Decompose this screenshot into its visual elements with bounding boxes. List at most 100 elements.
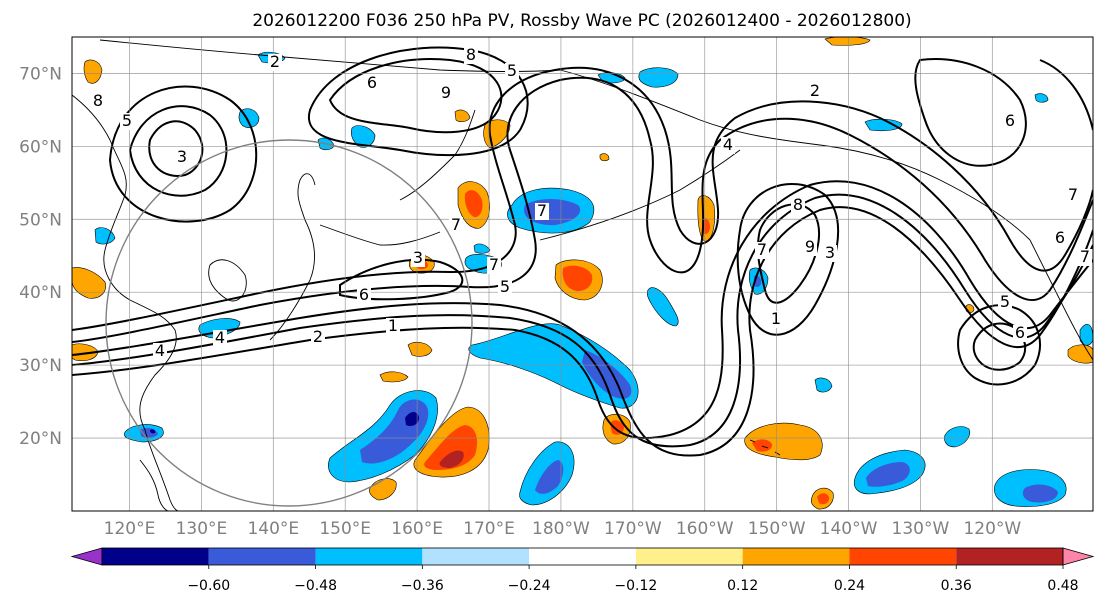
contour-value-label: 1 <box>771 309 781 328</box>
contour-label-bg <box>357 287 371 304</box>
contour-label-bg <box>755 242 769 259</box>
colorbar-tick-label: 0.48 <box>1047 578 1078 594</box>
contour-label-bg <box>449 217 463 234</box>
contour-value-label: 5 <box>500 277 510 296</box>
contour-value-label: 4 <box>155 341 165 360</box>
positive-anomaly-region <box>379 371 409 383</box>
contour-value-label: 6 <box>1015 323 1025 342</box>
positive-anomaly-region <box>407 341 433 357</box>
contour-label-bg <box>791 197 805 214</box>
lon-label: 160°W <box>676 519 734 539</box>
positive-anomaly-region <box>424 425 478 470</box>
negative-anomaly-region <box>814 377 833 393</box>
positive-anomaly-region <box>83 59 103 84</box>
contour-label-bg <box>386 318 400 335</box>
contour-line <box>1039 59 1093 131</box>
contour-label-bg <box>1078 249 1092 266</box>
lon-label: 140°W <box>820 519 878 539</box>
negative-anomaly-region <box>535 460 564 494</box>
contour-label-bg <box>439 85 453 102</box>
colorbar-tick-label: −0.24 <box>508 578 551 594</box>
pv-anomaly-shading <box>72 37 1093 510</box>
latitude-labels: 70°N 60°N 50°N 40°N 30°N 20°N <box>19 64 62 449</box>
contour-label-bg <box>311 329 325 346</box>
contour-value-label: 6 <box>1005 111 1015 130</box>
lat-label: 40°N <box>19 283 62 303</box>
positive-anomaly-region <box>464 190 483 218</box>
negative-anomaly-region <box>468 323 639 409</box>
lon-label: 170°W <box>604 519 662 539</box>
negative-anomaly-region <box>473 243 491 254</box>
lon-label: 130°E <box>176 519 228 539</box>
lon-label: 150°E <box>319 519 371 539</box>
contour-label-bg <box>120 113 134 130</box>
negative-anomaly-region <box>1022 484 1058 503</box>
contour-label-bg <box>1053 230 1067 247</box>
lon-label: 130°W <box>892 519 950 539</box>
contour-value-label: 9 <box>805 237 815 256</box>
contour-value-label: 7 <box>537 201 547 220</box>
contour-label-bg <box>268 54 282 71</box>
contour-value-label: 7 <box>757 240 767 259</box>
negative-anomaly-region <box>405 412 419 427</box>
contour-value-label: 6 <box>359 285 369 304</box>
lat-label: 20°N <box>19 429 62 449</box>
contour-label-bg <box>535 203 549 220</box>
colorbar-min-extension <box>70 547 103 566</box>
aleutian-islands <box>539 149 741 241</box>
lon-label: 120°W <box>963 519 1021 539</box>
map-frame <box>71 36 1094 512</box>
lat-label: 50°N <box>19 210 62 230</box>
contour-label-bg <box>803 239 817 256</box>
contour-value-label: 1 <box>388 316 398 335</box>
colorbar-segment <box>635 548 743 565</box>
contour-value-label: 7 <box>489 255 499 274</box>
colorbar-segment <box>956 548 1063 565</box>
kuril-islands <box>319 224 441 246</box>
colorbar-tick-label: −0.48 <box>294 578 337 594</box>
contour-line <box>339 258 464 301</box>
contour-label-bg <box>213 330 227 347</box>
negative-anomaly-region <box>944 426 970 448</box>
negative-anomaly-region <box>864 118 903 132</box>
colorbar-tick-label: 0.12 <box>727 578 758 594</box>
colorbar-segment <box>208 548 316 565</box>
contour-value-label: 5 <box>507 61 517 80</box>
colorbar-tick-label: −0.60 <box>187 578 230 594</box>
reference-circle <box>105 139 473 507</box>
lon-label: 170°E <box>463 519 515 539</box>
contour-label-bg <box>1003 113 1017 130</box>
contour-line <box>108 85 258 223</box>
alaska-coastline <box>559 69 1031 241</box>
colorbar-frame <box>101 547 1064 566</box>
contour-value-label: 8 <box>466 45 476 64</box>
contour-label-bg <box>365 75 379 92</box>
lat-label: 30°N <box>19 356 62 376</box>
hawaii-islands <box>749 439 781 456</box>
figure-title: 2026012200 F036 250 hPa PV, Rossby Wave … <box>252 11 911 31</box>
positive-anomaly-region <box>752 439 773 452</box>
contour-value-label: 3 <box>177 147 187 166</box>
contour-value-label: 3 <box>825 243 835 262</box>
colorbar-segment <box>422 548 530 565</box>
contour-line <box>72 206 1093 457</box>
contour-line <box>328 58 503 134</box>
negative-anomaly-region <box>638 67 679 88</box>
positive-anomaly-region <box>72 267 106 299</box>
contour-value-label: 7 <box>451 215 461 234</box>
japan-coastline <box>269 173 316 341</box>
colorbar-tick-label: −0.36 <box>401 578 444 594</box>
contour-value-label: 6 <box>1055 228 1065 247</box>
coastlines <box>72 39 1093 511</box>
contour-label-bg <box>464 47 478 64</box>
contour-value-label: 6 <box>367 73 377 92</box>
lon-label: 120°E <box>104 519 156 539</box>
lon-label: 180°W <box>532 519 590 539</box>
contour-value-label: 4 <box>723 135 733 154</box>
contour-label-bg <box>823 245 837 262</box>
longitude-labels: 120°E 130°E 140°E 150°E 160°E 170°E 180°W 170°W… <box>104 519 1022 539</box>
contour-label-bg <box>808 83 822 100</box>
contour-value-label: 7 <box>1068 185 1078 204</box>
contour-label-bg <box>1013 325 1027 342</box>
contour-line <box>72 180 1093 440</box>
